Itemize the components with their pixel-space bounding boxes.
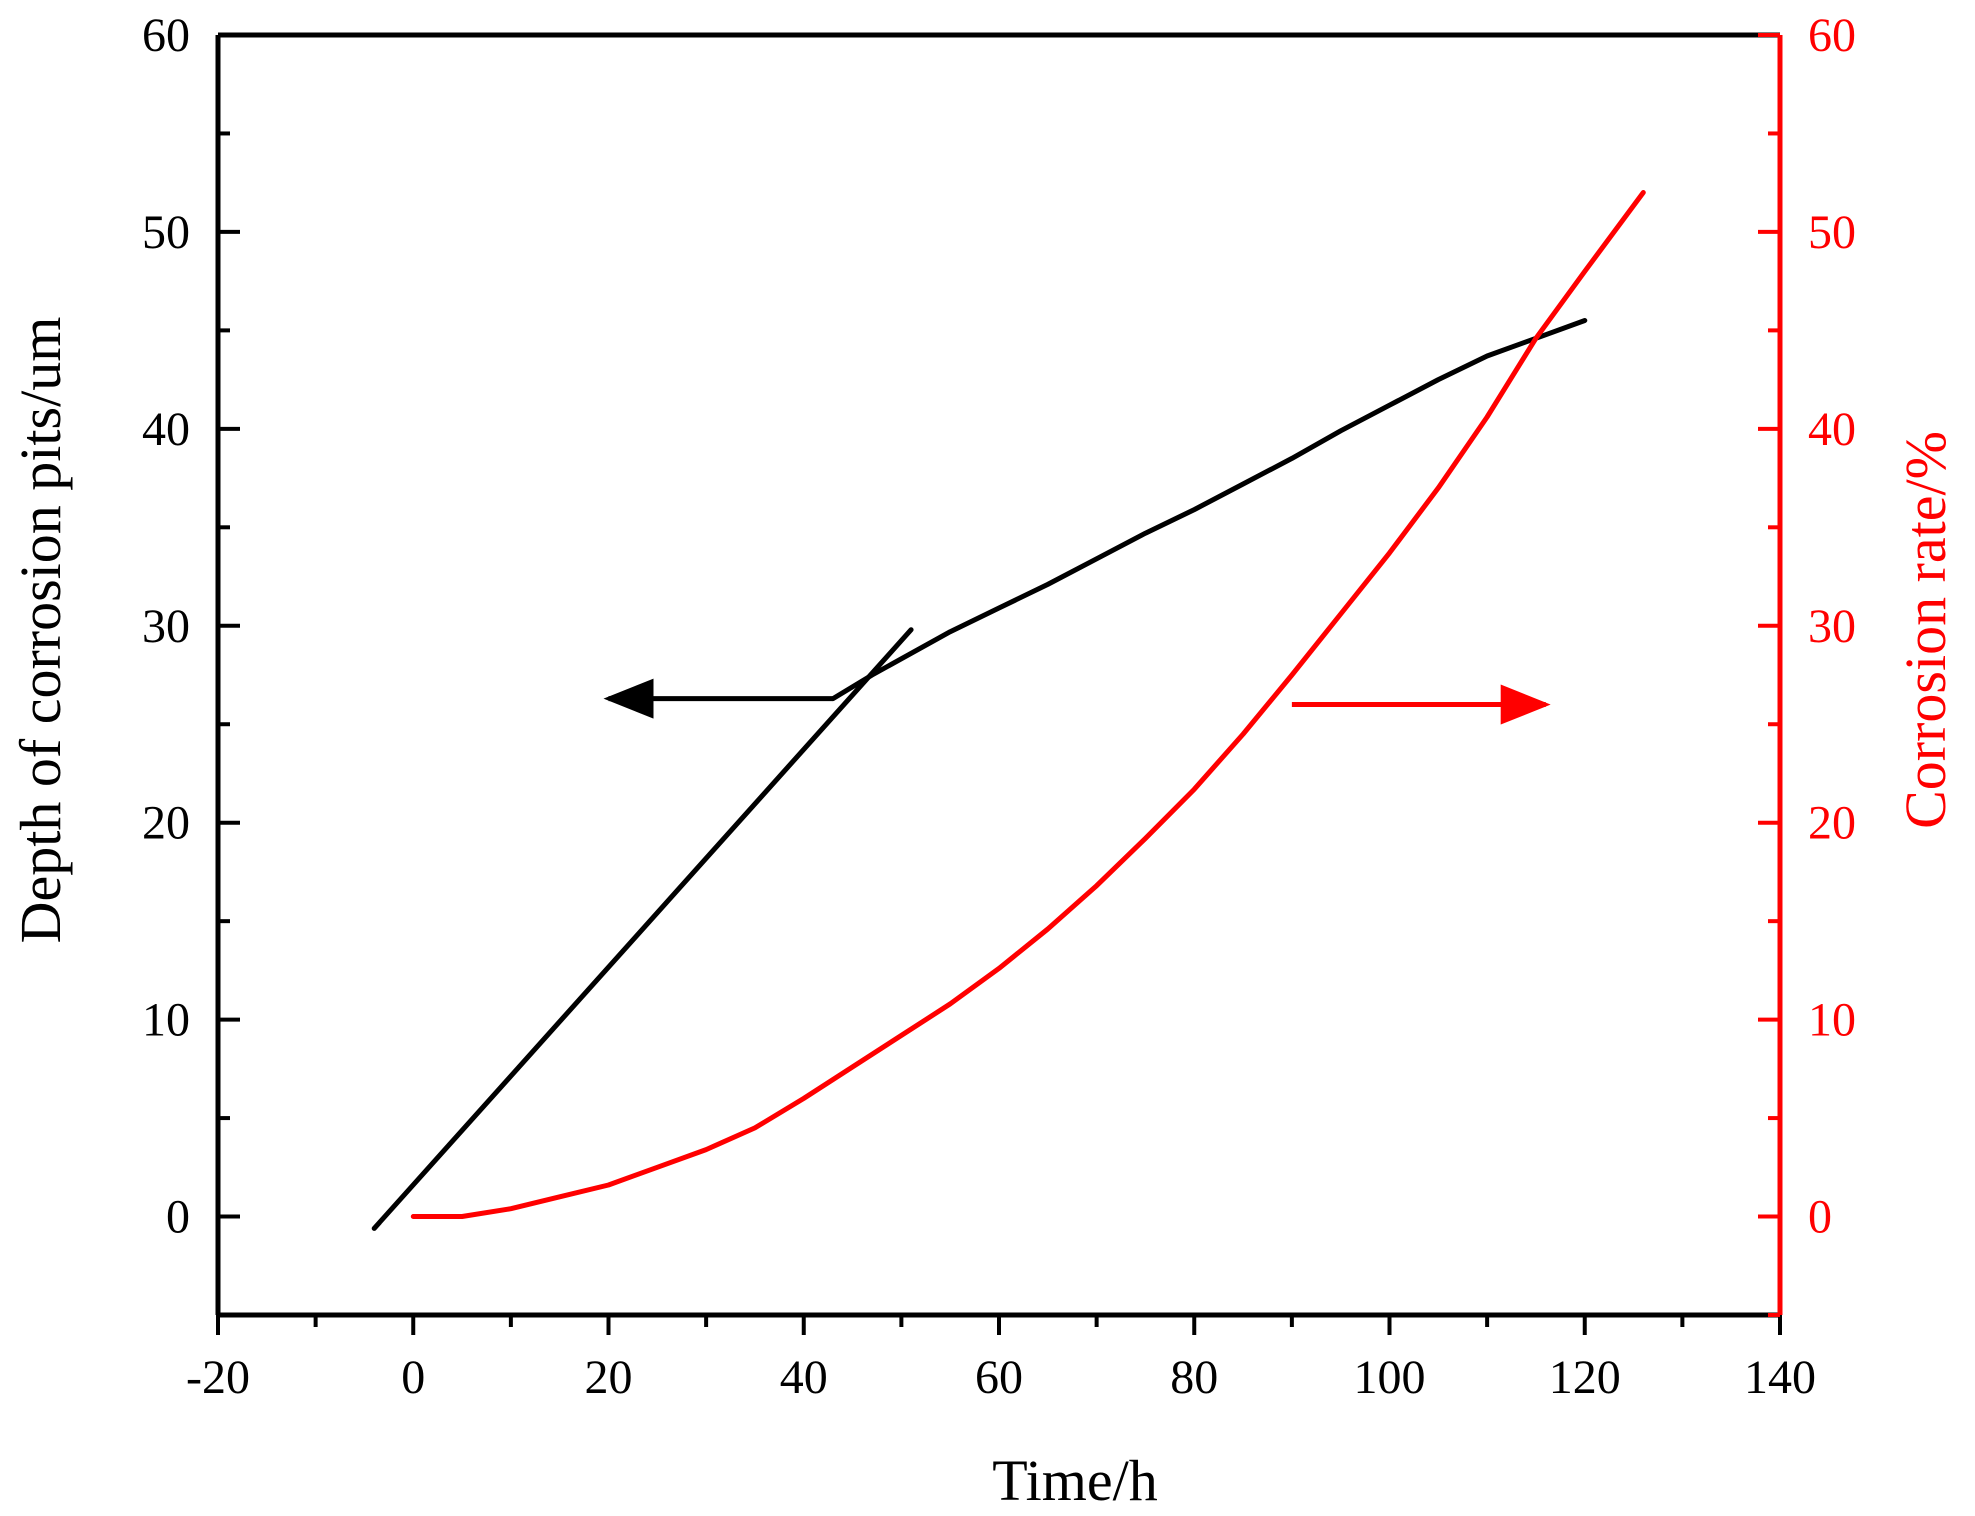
right-axis-title: Corrosion rate/% xyxy=(1893,431,1958,829)
x-tick-label: 40 xyxy=(780,1351,828,1404)
x-tick-label: 80 xyxy=(1170,1351,1218,1404)
right-tick-label: 30 xyxy=(1808,600,1856,653)
left-axis-ticks: 0 10 20 30 40 50 60 xyxy=(142,9,240,1317)
left-tick-label: 20 xyxy=(142,797,190,850)
depth-line-early-fit xyxy=(371,627,914,1231)
right-tick-label: 0 xyxy=(1808,1191,1832,1244)
x-tick-label: 20 xyxy=(585,1351,633,1404)
left-tick-label: 50 xyxy=(142,206,190,259)
x-axis-title: Time/h xyxy=(992,1448,1157,1513)
x-tick-label: 140 xyxy=(1744,1351,1816,1404)
plot-frame xyxy=(215,32,1783,1318)
x-tick-label: -20 xyxy=(186,1351,250,1404)
right-tick-label: 40 xyxy=(1808,403,1856,456)
right-tick-label: 10 xyxy=(1808,994,1856,1047)
corrosion-rate-line xyxy=(410,190,1646,1219)
x-axis-ticks: -20 0 20 40 60 80 100 120 140 xyxy=(186,1315,1816,1404)
right-tick-label: 60 xyxy=(1808,9,1856,62)
x-tick-label: 60 xyxy=(975,1351,1023,1404)
right-axis-ticks: 0 10 20 30 40 50 60 xyxy=(1758,9,1856,1317)
left-tick-label: 40 xyxy=(142,403,190,456)
right-tick-label: 20 xyxy=(1808,797,1856,850)
left-tick-label: 10 xyxy=(142,994,190,1047)
left-axis-title: Depth of corrosion pits/um xyxy=(8,317,73,944)
left-tick-label: 30 xyxy=(142,600,190,653)
left-tick-label: 0 xyxy=(166,1191,190,1244)
series-layer xyxy=(371,190,1646,1231)
right-tick-label: 50 xyxy=(1808,206,1856,259)
x-tick-label: 100 xyxy=(1354,1351,1426,1404)
annotation-layer xyxy=(603,678,1551,725)
x-tick-label: 120 xyxy=(1549,1351,1621,1404)
depth-line-depth-data xyxy=(830,318,1588,702)
x-tick-label: 0 xyxy=(401,1351,425,1404)
left-tick-label: 60 xyxy=(142,9,190,62)
